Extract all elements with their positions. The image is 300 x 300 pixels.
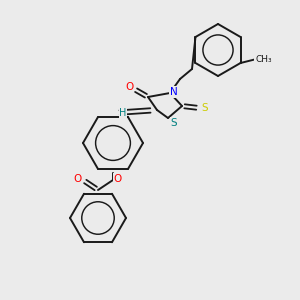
Text: S: S (202, 103, 208, 113)
Text: O: O (114, 174, 122, 184)
Text: CH₃: CH₃ (255, 55, 272, 64)
Text: O: O (125, 82, 133, 92)
Text: S: S (171, 118, 177, 128)
Text: O: O (74, 174, 82, 184)
Text: H: H (119, 109, 127, 118)
Text: N: N (170, 87, 178, 97)
